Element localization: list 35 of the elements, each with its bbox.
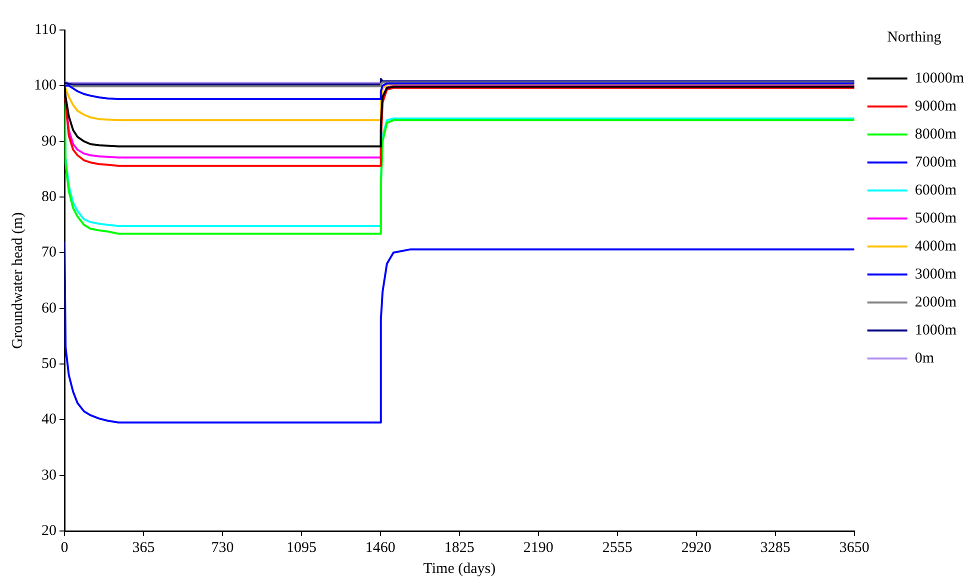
legend-label: 4000m	[914, 238, 957, 254]
x-tick-label: 2920	[681, 540, 712, 556]
y-tick-label: 20	[42, 522, 56, 539]
legend-label: 7000m	[914, 154, 957, 170]
x-tick-label: 1095	[286, 540, 316, 556]
x-tick-label: 3285	[760, 540, 790, 556]
y-axis-title: Groundwater head (m)	[10, 212, 26, 349]
x-tick-label: 365	[132, 540, 155, 556]
legend-label: 5000m	[914, 210, 957, 226]
y-tick-label: 30	[42, 467, 56, 484]
x-axis-title: Time (days)	[423, 560, 496, 577]
x-tick-label: 2190	[523, 540, 554, 556]
legend-label: 2000m	[914, 294, 957, 310]
legend-label: 0m	[914, 350, 934, 366]
x-tick-label: 3650	[839, 540, 870, 556]
legend-label: 9000m	[914, 98, 957, 114]
legend-label: 10000m	[914, 70, 964, 86]
y-tick-label: 90	[42, 133, 56, 150]
y-tick-label: 70	[42, 244, 56, 261]
legend-label: 8000m	[914, 126, 957, 142]
y-tick-label: 50	[42, 356, 56, 372]
legend-label: 1000m	[914, 322, 957, 338]
legend-label: 3000m	[914, 266, 957, 282]
x-tick-label: 2555	[602, 540, 632, 556]
y-tick-label: 40	[42, 412, 56, 428]
legend-title: Northing	[887, 29, 942, 46]
legend-label: 6000m	[914, 182, 957, 198]
x-tick-label: 0	[60, 540, 68, 556]
y-tick-label: 60	[42, 300, 56, 316]
x-tick-label: 730	[211, 540, 234, 556]
x-tick-label: 1460	[365, 540, 396, 556]
y-tick-label: 110	[34, 22, 56, 38]
x-tick-label: 1825	[444, 540, 474, 556]
y-tick-label: 80	[42, 188, 56, 205]
y-tick-label: 100	[34, 78, 56, 94]
